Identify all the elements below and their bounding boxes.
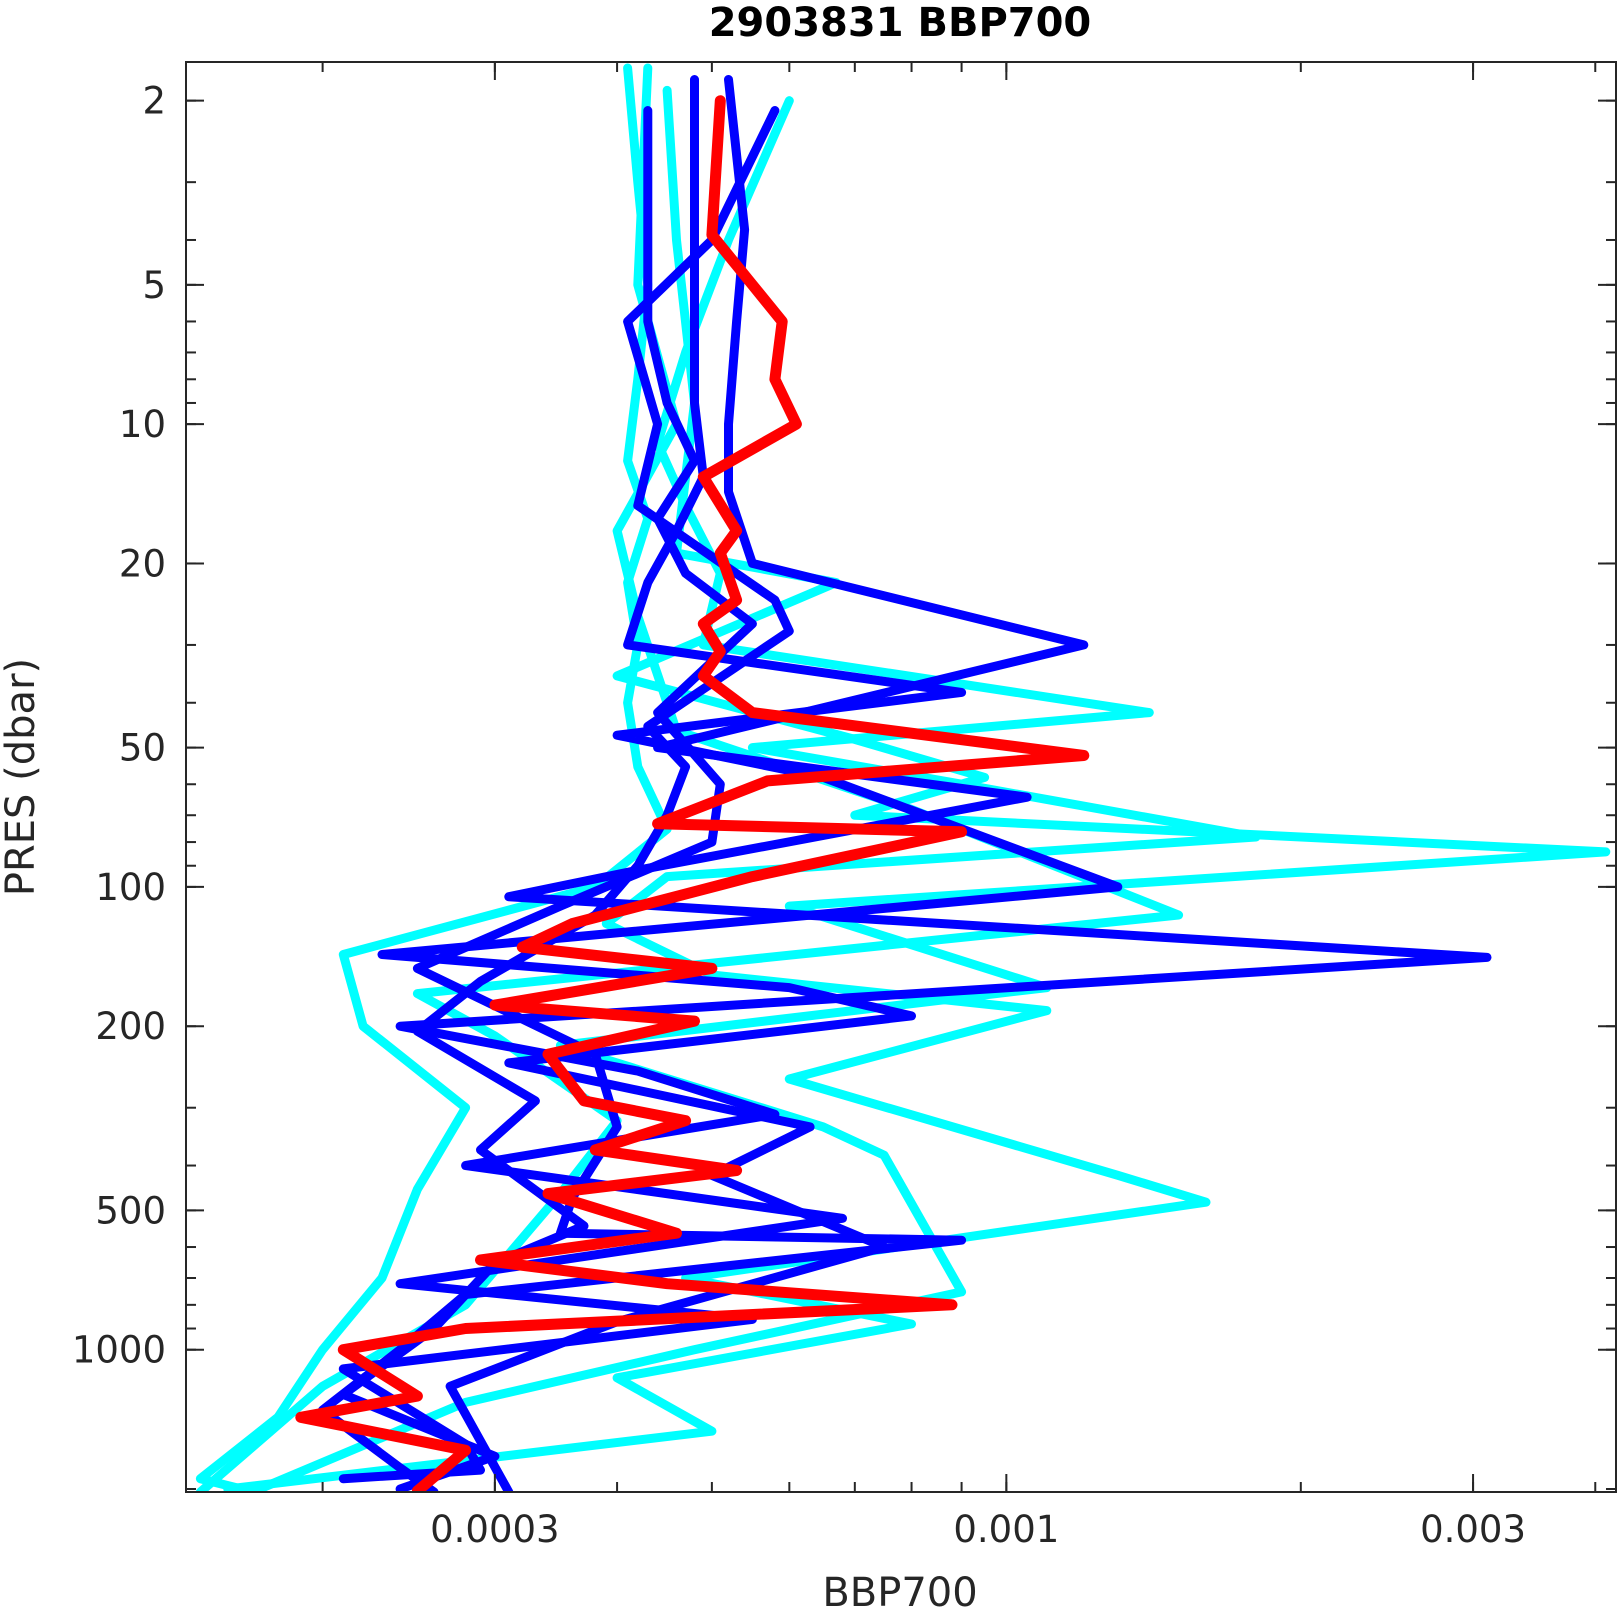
y-tick-label: 100 <box>95 866 166 909</box>
x-axis-ticks: 0.0003 0.001 0.003 <box>321 62 1597 1551</box>
y-tick-label: 10 <box>119 403 166 446</box>
profile-line-6 <box>338 75 1492 1484</box>
x-tick-label: 0.001 <box>953 1508 1059 1551</box>
y-tick-label: 20 <box>119 542 166 585</box>
series-lines <box>195 63 1611 1492</box>
x-tick-label: 0.0003 <box>430 1508 559 1551</box>
profile-line-8 <box>318 106 967 1492</box>
y-tick-label: 50 <box>119 727 166 770</box>
y-tick-label: 5 <box>142 264 166 307</box>
x-axis-title: BBP700 <box>822 1570 977 1613</box>
profile-line-9 <box>295 95 1090 1492</box>
y-tick-label: 200 <box>95 1005 166 1048</box>
y-tick-label: 1000 <box>72 1329 166 1372</box>
profile-line-3 <box>249 85 1611 1492</box>
x-tick-label: 0.003 <box>1420 1508 1526 1551</box>
plot-frame <box>185 61 1617 1493</box>
y-tick-label: 2 <box>142 80 166 123</box>
chart-title: 2903831 BBP700 <box>709 0 1092 46</box>
y-tick-label: 500 <box>95 1189 166 1232</box>
y-axis-ticks: 2 5 10 20 50 100 200 500 1000 <box>72 80 1616 1491</box>
y-axis-title: PRES (dbar) <box>0 658 44 896</box>
